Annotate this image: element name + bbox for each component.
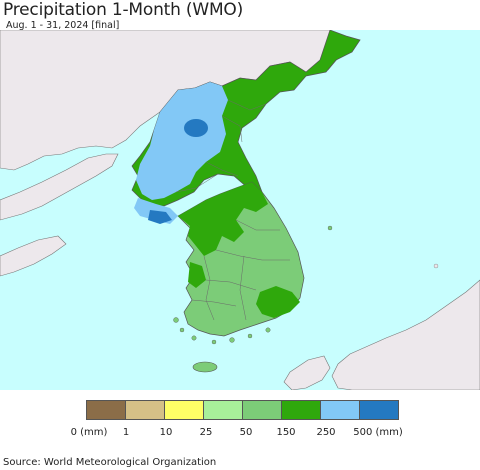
jeju-island (192, 361, 218, 373)
legend-tick-500: 500 (mm) (353, 427, 403, 438)
nk-250-500-zone (136, 82, 228, 200)
legend-swatch-250 (320, 400, 360, 420)
small-island (433, 263, 439, 269)
south-coast-islands (173, 317, 271, 345)
legend-tick-250: 250 (316, 427, 336, 438)
sk-150-250-west (188, 262, 206, 288)
legend-swatch-50 (242, 400, 282, 420)
liaodong-land (0, 153, 119, 221)
map-title: Precipitation 1-Month (WMO) (3, 0, 244, 20)
japan-land-west (283, 355, 331, 390)
legend-color-bar (86, 400, 399, 420)
nk-coast-darkblue (148, 210, 172, 224)
legend-tick-150: 150 (276, 427, 296, 438)
ulleung-island (327, 225, 333, 231)
legend-tick-50: 50 (239, 427, 253, 438)
precipitation-map (0, 30, 480, 390)
legend-swatch-1 (125, 400, 165, 420)
legend-tick-25: 25 (199, 427, 213, 438)
legend-tick-1: 1 (122, 427, 130, 438)
source-credit: Source: World Meteorological Organizatio… (3, 457, 217, 468)
legend-swatch-500 (359, 400, 399, 420)
legend-swatch-10 (164, 400, 204, 420)
legend-swatch-0 (86, 400, 126, 420)
province-borders (175, 99, 290, 321)
sk-150-250-south (256, 286, 300, 318)
nk-above-500-zone (184, 119, 208, 137)
legend-tick-0: 0 (mm) (70, 427, 108, 438)
legend-tick-10: 10 (159, 427, 173, 438)
legend-swatch-25 (203, 400, 243, 420)
legend-swatch-150 (281, 400, 321, 420)
sk-150-250-north (178, 182, 268, 256)
map-subtitle: Aug. 1 - 31, 2024 [final] (6, 20, 120, 31)
shandong-land (0, 235, 67, 277)
japan-land (331, 279, 480, 390)
